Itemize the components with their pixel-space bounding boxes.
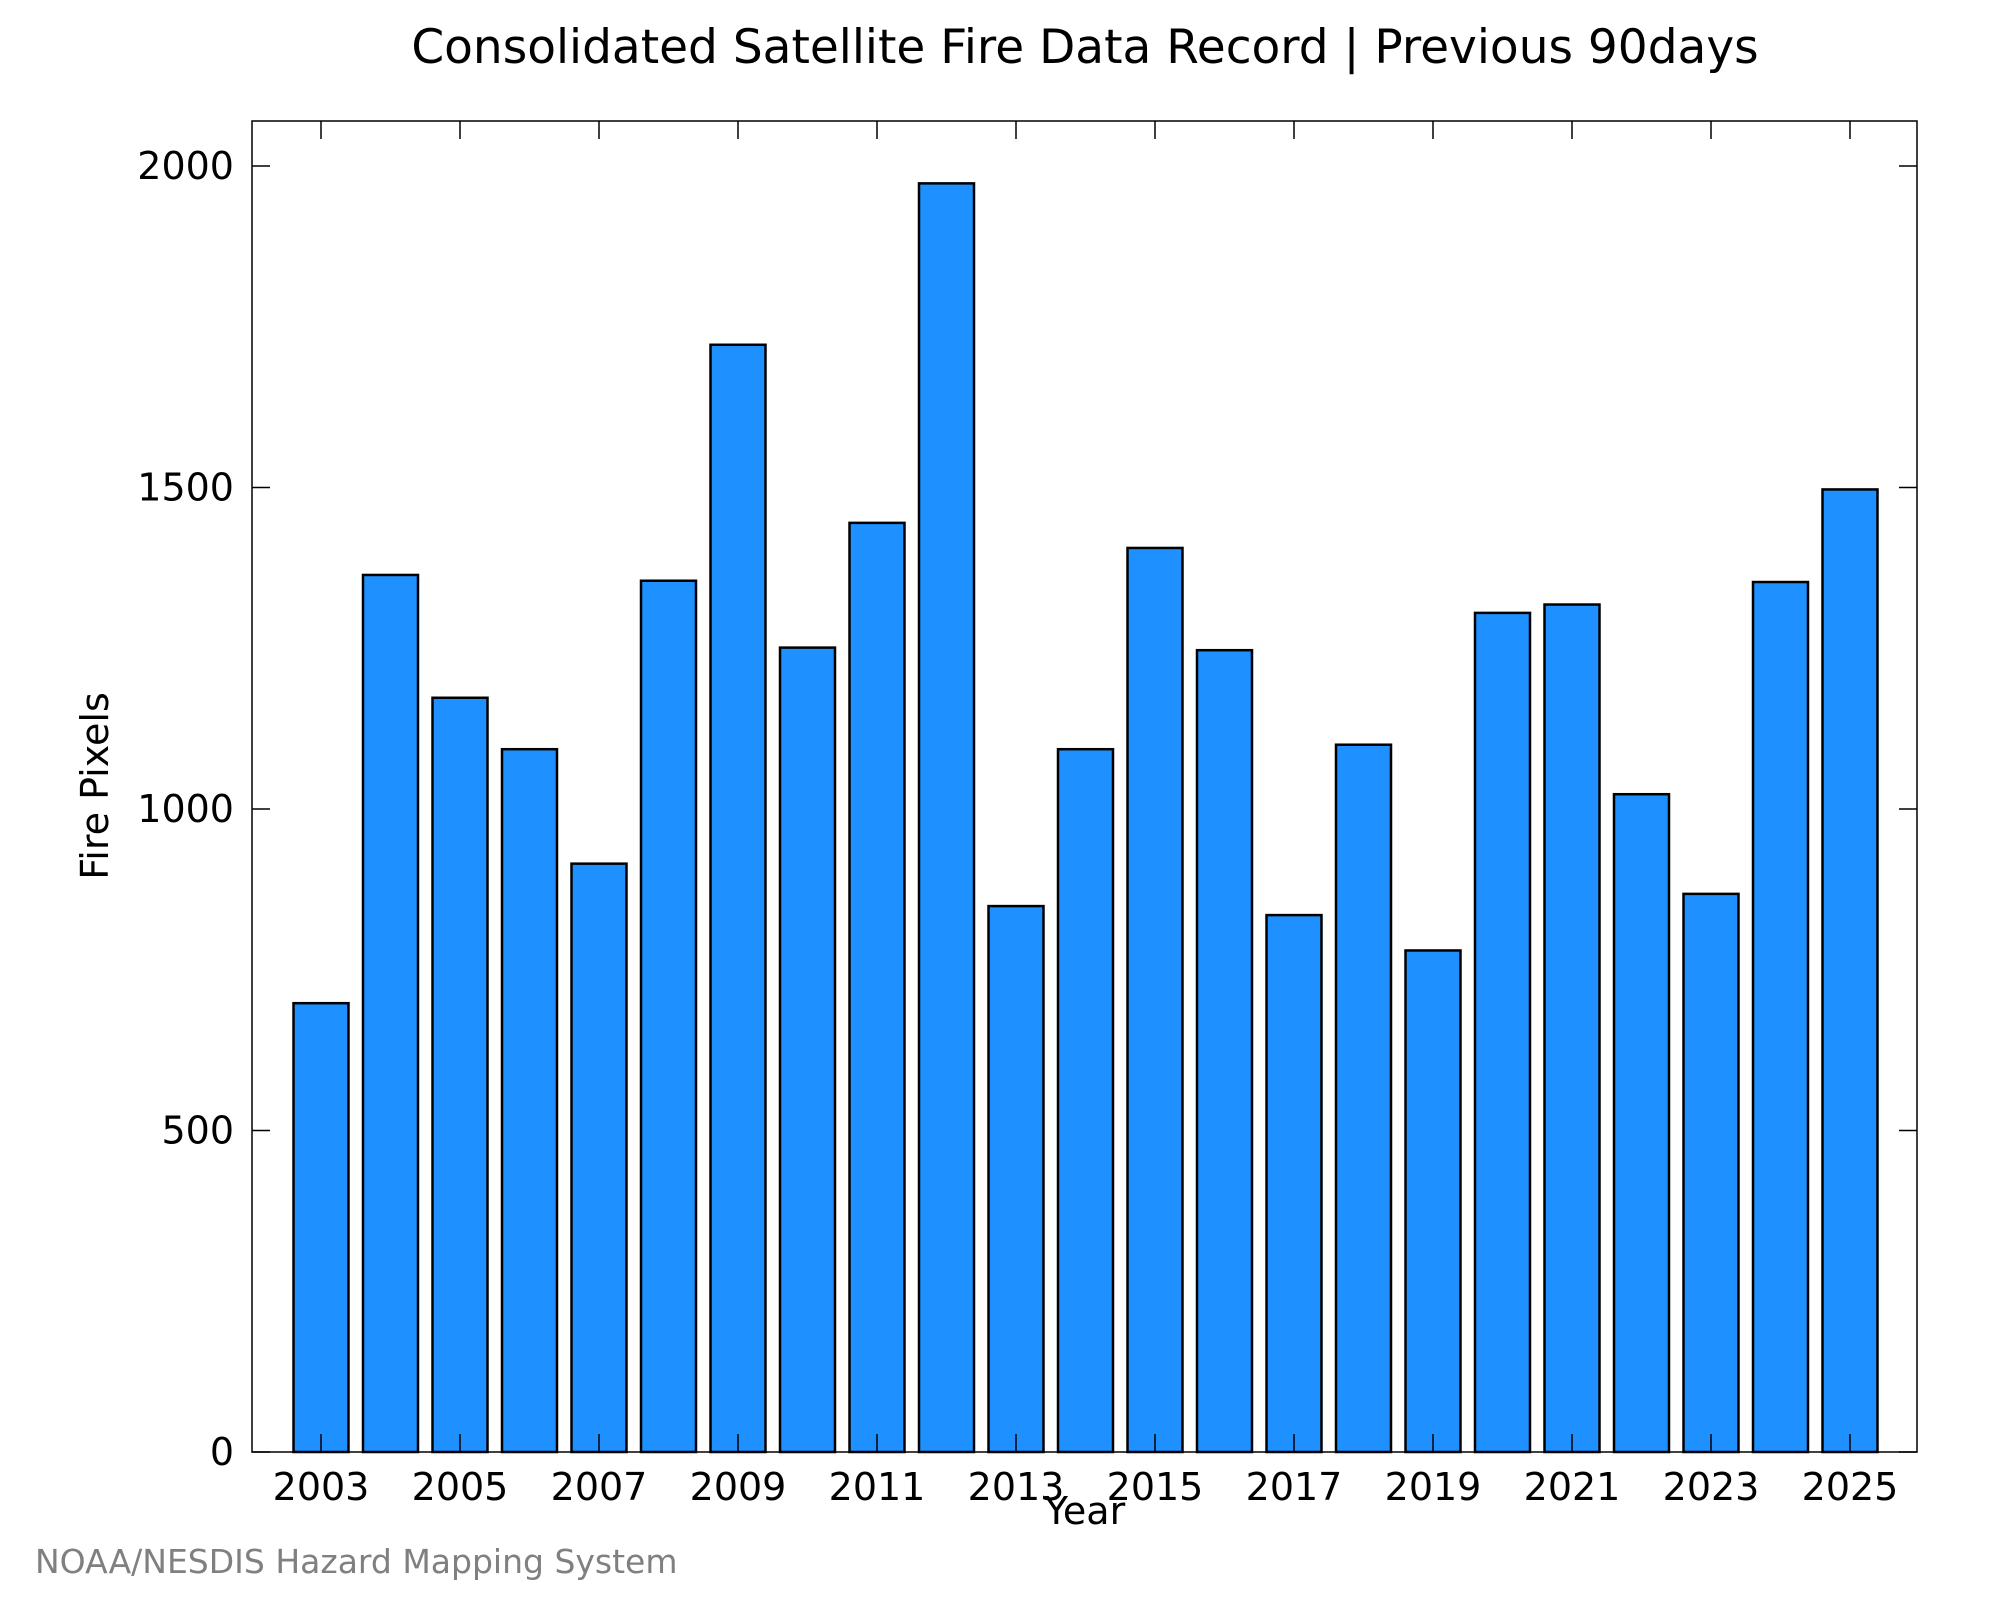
y-tick-label-1500: 1500 [137, 466, 234, 510]
y-tick-label-0: 0 [210, 1430, 234, 1474]
x-tick-label-2009: 2009 [690, 1465, 787, 1509]
bar-2022 [1612, 792, 1671, 1454]
x-tick-label-2015: 2015 [1107, 1465, 1204, 1509]
y-tick-label-2000: 2000 [137, 144, 234, 188]
bar-2015 [1126, 546, 1184, 1454]
bar-2009 [709, 343, 767, 1454]
bar-2007 [570, 862, 628, 1454]
x-tick-label-2023: 2023 [1663, 1465, 1760, 1509]
y-tick-label-500: 500 [161, 1109, 234, 1153]
bar-2003 [292, 1001, 350, 1454]
bar-2018 [1334, 743, 1393, 1454]
bar-2006 [500, 747, 559, 1454]
bar-2017 [1265, 913, 1323, 1454]
bar-2014 [1056, 747, 1115, 1454]
credit-text: NOAA/NESDIS Hazard Mapping System [35, 1542, 678, 1581]
axis-ticks-group [252, 121, 1917, 1453]
x-tick-label-2019: 2019 [1385, 1465, 1482, 1509]
bars-group [292, 182, 1879, 1454]
x-axis-label: Year [1044, 1489, 1126, 1533]
plot-frame [251, 120, 1918, 1453]
bar-2019 [1404, 949, 1462, 1454]
bar-2020 [1473, 611, 1532, 1454]
x-tick-label-2017: 2017 [1246, 1465, 1343, 1509]
x-tick-label-2025: 2025 [1802, 1465, 1899, 1509]
bar-2008 [639, 579, 698, 1454]
x-tick-label-2011: 2011 [829, 1465, 926, 1509]
x-tick-label-2021: 2021 [1524, 1465, 1621, 1509]
x-tick-label-2003: 2003 [273, 1465, 370, 1509]
bar-2024 [1751, 580, 1810, 1454]
bar-2023 [1682, 892, 1740, 1454]
x-tick-labels-group: 2003 2005 2007 2009 2011 2013 2015 2017 2019 2021… [273, 1465, 1899, 1509]
bar-2005 [431, 696, 489, 1454]
y-axis-label: Fire Pixels [73, 692, 117, 880]
bar-2016 [1195, 648, 1254, 1454]
y-tick-labels-group: 0 500 1000 1500 2000 [137, 144, 234, 1474]
bar-2025 [1821, 488, 1879, 1454]
x-tick-label-2007: 2007 [551, 1465, 648, 1509]
bar-2013 [987, 904, 1045, 1454]
x-tick-label-2013: 2013 [968, 1465, 1065, 1509]
bar-2004 [361, 573, 420, 1454]
bar-2012 [917, 182, 976, 1454]
bar-2010 [778, 646, 837, 1454]
bar-2011 [848, 521, 906, 1454]
chart-title: Consolidated Satellite Fire Data Record … [411, 20, 1758, 75]
bar-2021 [1543, 603, 1601, 1454]
x-tick-label-2005: 2005 [412, 1465, 509, 1509]
y-tick-label-1000: 1000 [137, 787, 234, 831]
